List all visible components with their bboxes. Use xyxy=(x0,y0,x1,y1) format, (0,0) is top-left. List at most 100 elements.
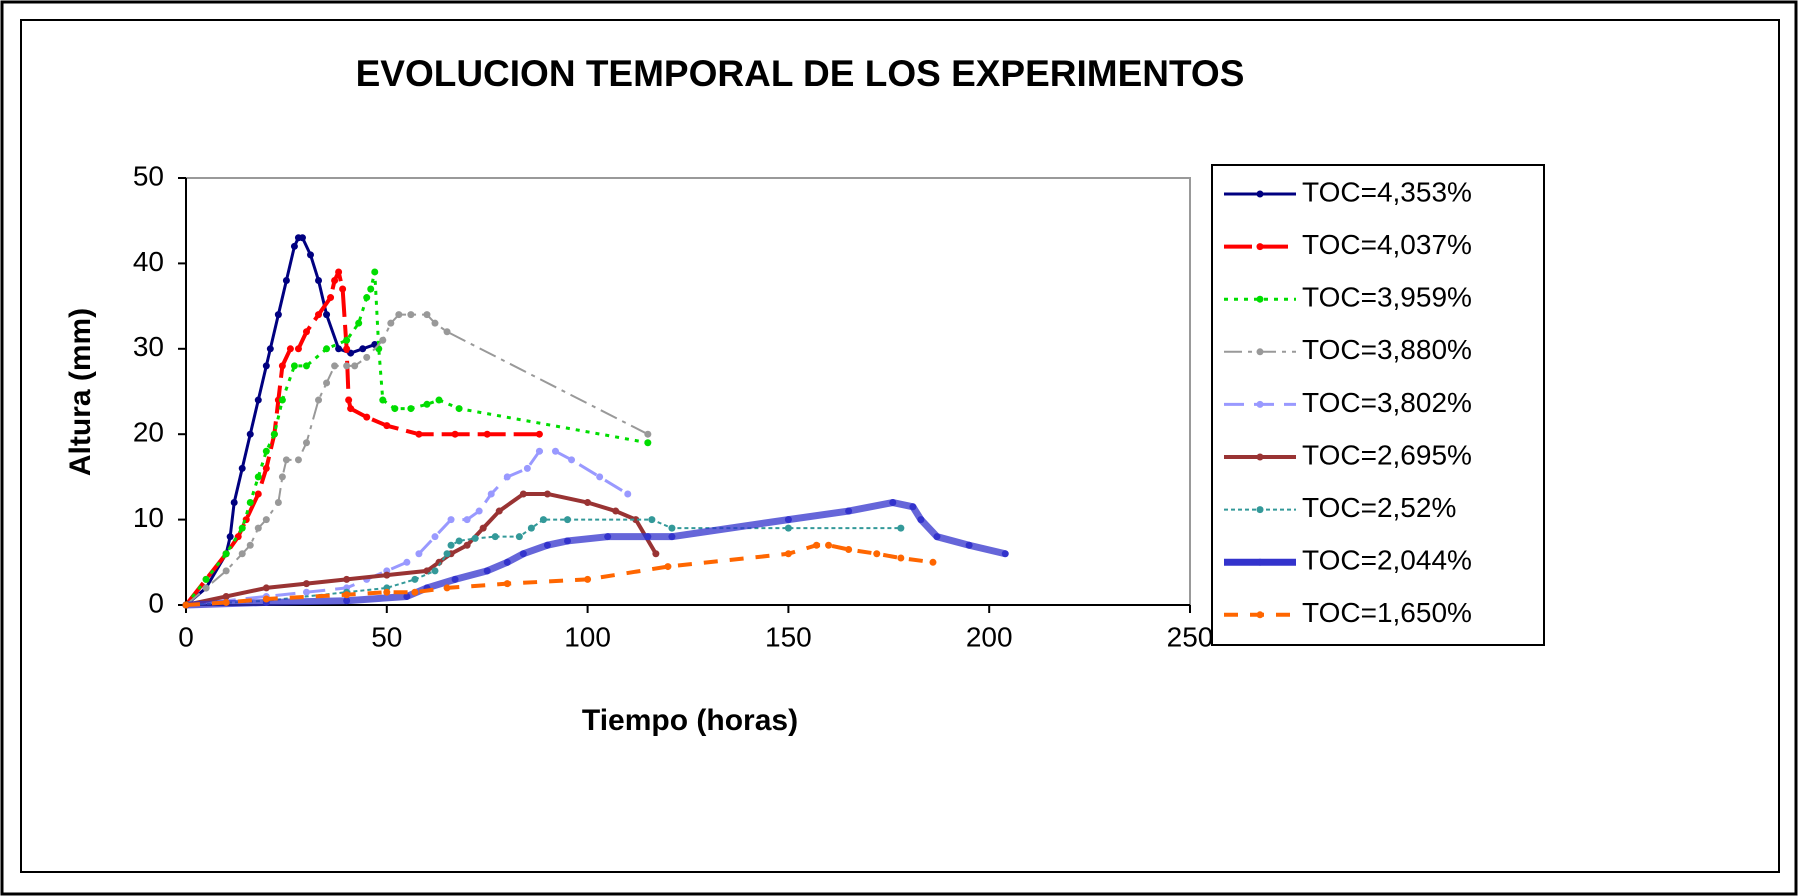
series-point xyxy=(262,516,270,524)
chart-title: EVOLUCION TEMPORAL DE LOS EXPERIMENTOS xyxy=(356,53,1245,94)
series-point xyxy=(929,558,937,566)
series-point xyxy=(523,464,531,472)
series-point xyxy=(411,575,419,583)
series-point xyxy=(539,516,547,524)
series-point xyxy=(274,311,282,319)
series-point xyxy=(315,311,323,319)
series-point xyxy=(415,550,423,558)
series-point xyxy=(238,524,246,532)
legend-marker xyxy=(1256,558,1264,566)
series-point xyxy=(568,456,576,464)
series-point xyxy=(784,550,792,558)
series-point xyxy=(302,580,310,588)
series-point xyxy=(564,537,572,545)
series-point xyxy=(371,268,379,276)
series-point xyxy=(584,575,592,583)
series-point xyxy=(222,550,230,558)
series-point xyxy=(515,533,523,541)
series-point xyxy=(278,362,286,370)
x-tick-label: 250 xyxy=(1167,621,1214,652)
series-point xyxy=(238,550,246,558)
series-point xyxy=(335,268,343,276)
legend-marker xyxy=(1256,506,1264,514)
series-point xyxy=(331,362,339,370)
series-point xyxy=(604,533,612,541)
legend-marker xyxy=(1256,295,1264,303)
series-point xyxy=(202,575,210,583)
legend-label: TOC=3,880% xyxy=(1302,334,1472,365)
series-point xyxy=(845,545,853,553)
series-point xyxy=(543,490,551,498)
y-tick-label: 40 xyxy=(133,246,164,277)
series-point xyxy=(483,430,491,438)
series-point xyxy=(519,490,527,498)
y-tick-label: 20 xyxy=(133,417,164,448)
series-point xyxy=(535,430,543,438)
series-point xyxy=(246,430,254,438)
series-point xyxy=(254,524,262,532)
y-tick-label: 30 xyxy=(133,331,164,362)
series-point xyxy=(668,524,676,532)
series-point xyxy=(327,294,335,302)
series-point xyxy=(290,242,298,250)
legend-label: TOC=2,695% xyxy=(1302,439,1472,470)
legend-marker xyxy=(1256,190,1264,198)
series-point xyxy=(487,490,495,498)
series-point xyxy=(274,499,282,507)
x-tick-label: 50 xyxy=(371,621,402,652)
series-point xyxy=(813,541,821,549)
series-point xyxy=(343,345,351,353)
series-point xyxy=(612,507,620,515)
series-point xyxy=(262,584,270,592)
x-tick-label: 100 xyxy=(564,621,611,652)
series-point xyxy=(222,598,230,606)
x-tick-label: 0 xyxy=(178,621,194,652)
series-point xyxy=(182,601,190,609)
series-point xyxy=(407,311,415,319)
series-point xyxy=(845,507,853,515)
series-point xyxy=(343,597,351,605)
series-point xyxy=(282,276,290,284)
series-point xyxy=(455,537,463,545)
series-point xyxy=(411,588,419,596)
series-point xyxy=(784,524,792,532)
series-point xyxy=(278,473,286,481)
series-point xyxy=(644,430,652,438)
series-point xyxy=(335,345,343,353)
series-point xyxy=(347,405,355,413)
series-point xyxy=(451,575,459,583)
series-point xyxy=(395,311,403,319)
series-point xyxy=(294,345,302,353)
legend-marker xyxy=(1256,348,1264,356)
series-point xyxy=(644,439,652,447)
series-point xyxy=(455,405,463,413)
series-point xyxy=(202,584,210,592)
series-point xyxy=(391,405,399,413)
series-point xyxy=(290,362,298,370)
series-point xyxy=(668,533,676,541)
y-axis-title: Altura (mm) xyxy=(64,308,97,476)
series-point xyxy=(363,413,371,421)
series-point xyxy=(873,550,881,558)
series-point xyxy=(447,541,455,549)
series-point xyxy=(889,499,897,507)
series-point xyxy=(443,328,451,336)
series-point xyxy=(315,276,323,284)
series-point xyxy=(298,234,306,242)
series-point xyxy=(415,430,423,438)
legend-marker xyxy=(1256,611,1264,619)
y-tick-label: 50 xyxy=(133,160,164,191)
series-point xyxy=(246,541,254,549)
series-point xyxy=(363,294,371,302)
series-point xyxy=(463,516,471,524)
series-point xyxy=(431,533,439,541)
series-point xyxy=(543,541,551,549)
series-point xyxy=(306,251,314,259)
chart-frame xyxy=(20,19,1780,873)
series-point xyxy=(343,336,351,344)
series-point xyxy=(323,379,331,387)
series-point xyxy=(355,319,363,327)
series-point xyxy=(323,345,331,353)
series-point xyxy=(965,541,973,549)
